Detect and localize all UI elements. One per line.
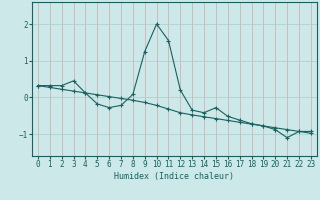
X-axis label: Humidex (Indice chaleur): Humidex (Indice chaleur) <box>115 172 234 181</box>
